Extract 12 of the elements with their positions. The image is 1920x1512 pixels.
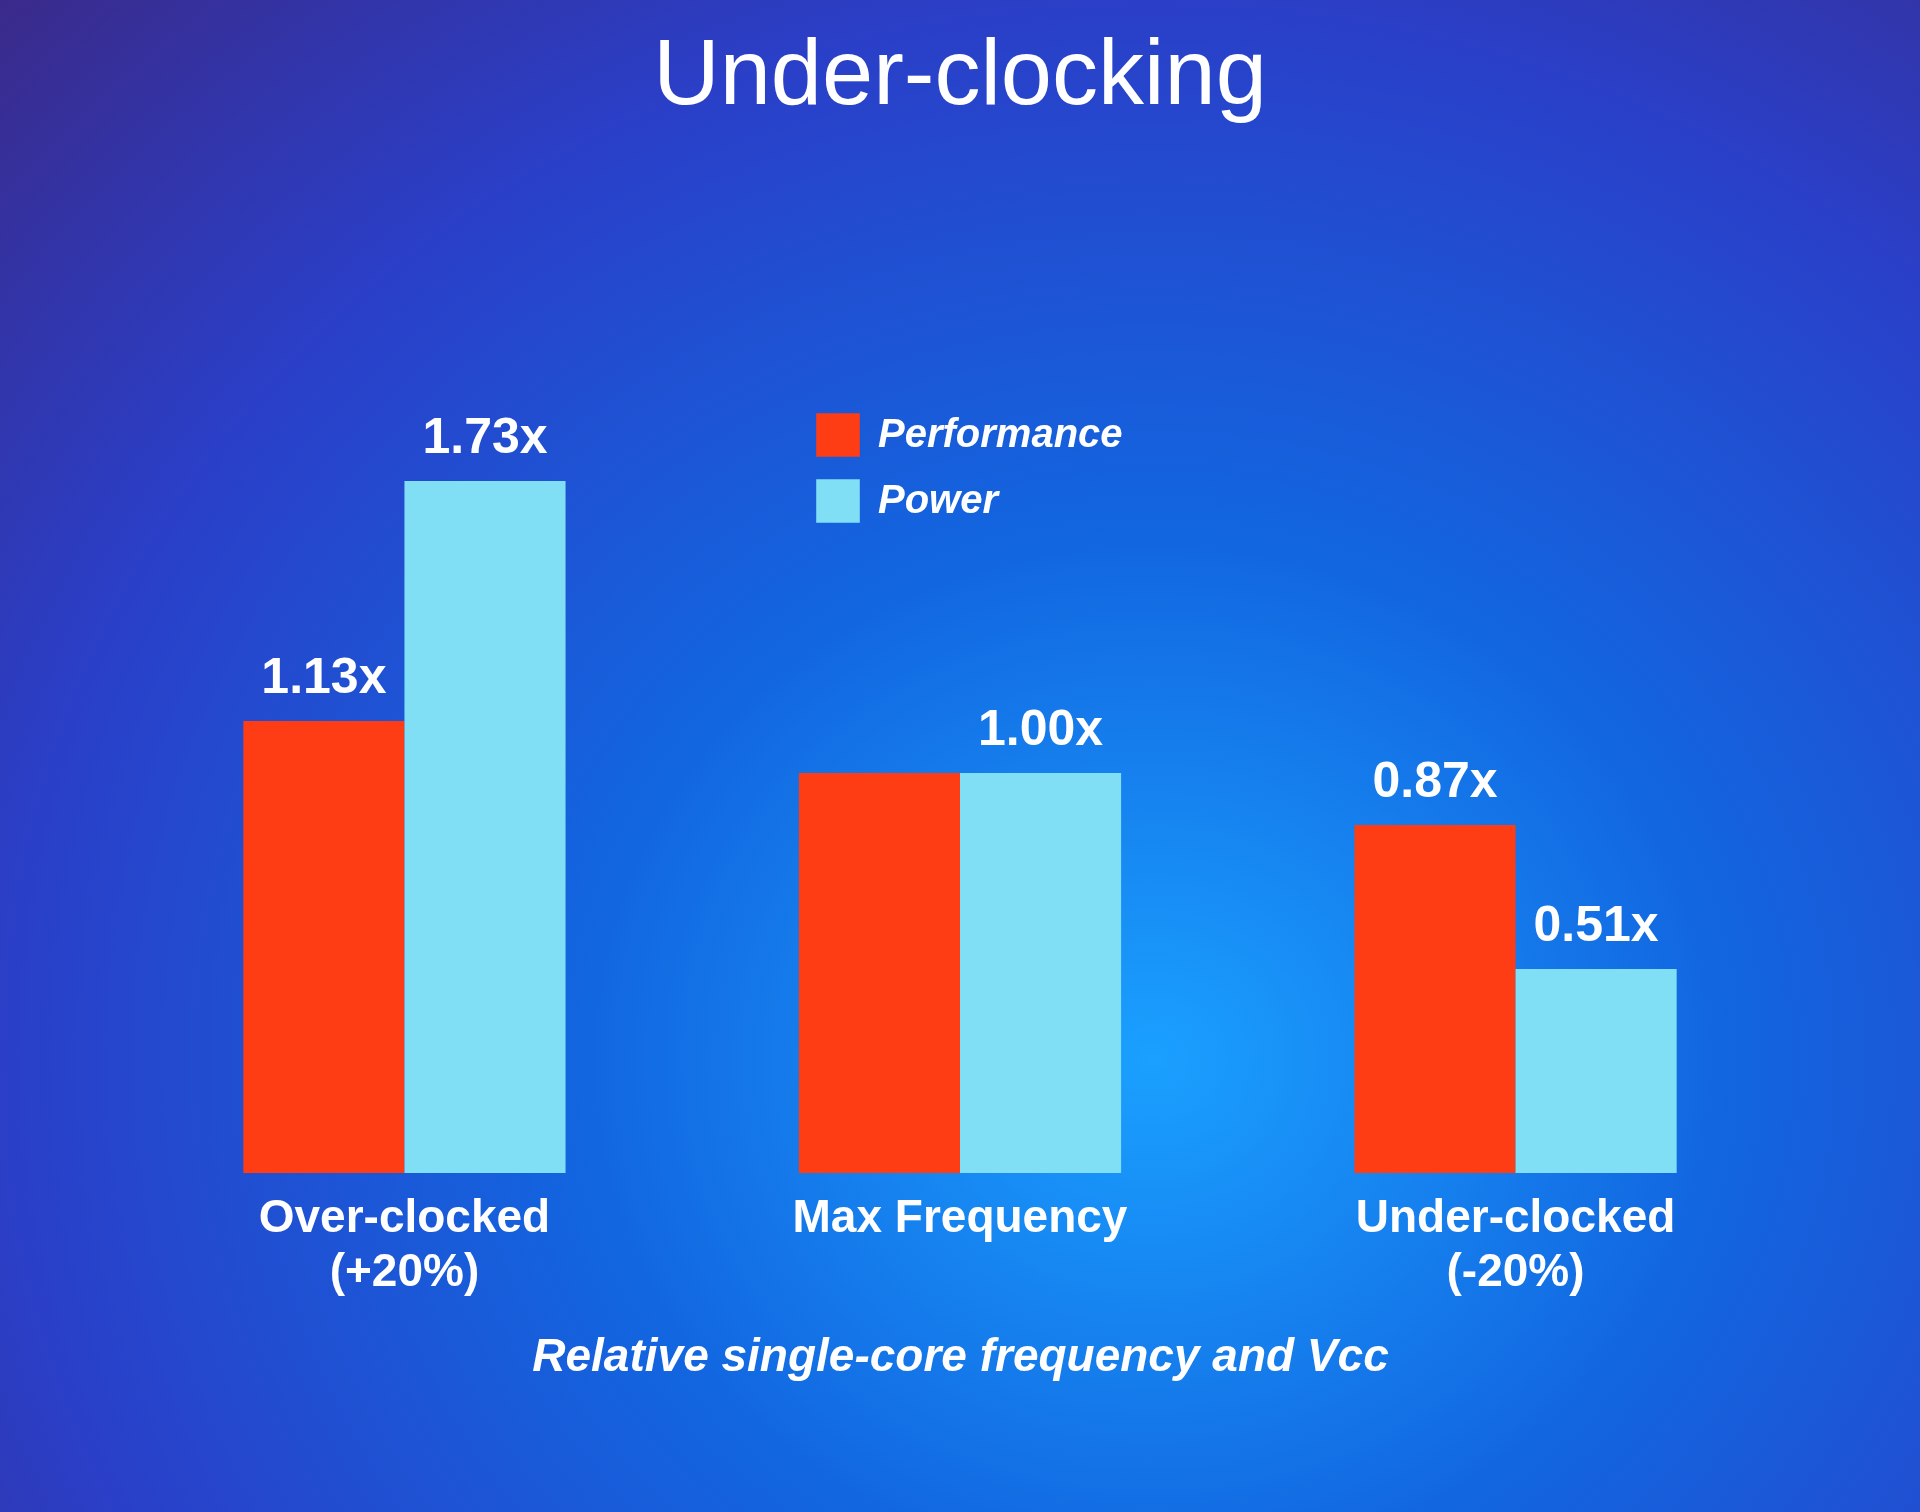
x-tick-label: Max Frequency (792, 1189, 1128, 1242)
data-label: 1.00x (977, 700, 1104, 756)
data-label: 0.51x (1533, 896, 1659, 952)
data-label: 1.73x (422, 408, 548, 464)
chart-title: Under-clocking (653, 21, 1267, 123)
x-tick-label: Under-clocked (-20%) (1355, 1189, 1676, 1296)
data-label: 1.13x (261, 648, 387, 704)
data-label: 0.87x (1372, 752, 1498, 808)
x-tick-label: Over-clocked (+20%) (258, 1189, 551, 1296)
legend-label: Performance (878, 411, 1123, 455)
x-axis-title: Relative single-core frequency and Vcc (532, 1328, 1389, 1381)
legend-label: Power (878, 477, 1001, 521)
